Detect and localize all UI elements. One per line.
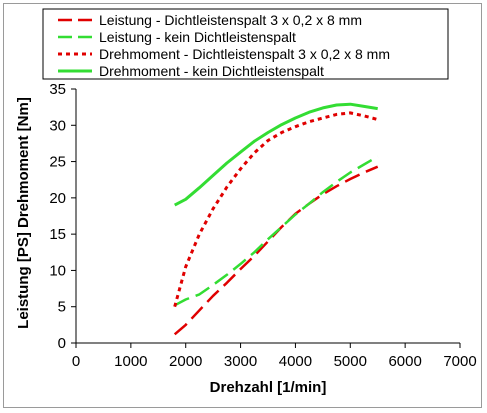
x-tick-label: 3000	[224, 353, 257, 370]
y-tick-label: 20	[49, 190, 66, 207]
plot-lines	[173, 102, 379, 336]
legend: Leistung - Dichtleistenspalt 3 x 0,2 x 8…	[42, 8, 449, 80]
y-tick-label: 5	[58, 299, 66, 316]
legend-label-4: Drehmoment - kein Dichtleistenspalt	[99, 63, 324, 79]
x-tick-label: 2000	[169, 353, 202, 370]
y-tick-label: 35	[49, 81, 66, 98]
series-line-2	[174, 155, 379, 307]
legend-box	[42, 8, 449, 80]
y-tick-label: 25	[49, 154, 66, 171]
y-axis-label: Leistung [PS] Drehmoment [Nm]	[15, 97, 32, 329]
y-tick-label: 15	[49, 226, 66, 243]
ticks: 0 1000 2000 3000 4000 5000 6000 7000 0 5 10 15 20 25 3…	[49, 81, 476, 370]
x-tick-label: 0	[72, 353, 80, 370]
legend-label-3: Drehmoment - Dichtleistenspalt 3 x 0,2 x…	[99, 46, 390, 62]
x-axis-label: Drehzahl [1/min]	[210, 379, 327, 396]
series-line-3	[173, 111, 379, 308]
axes	[75, 89, 460, 344]
legend-label-2: Leistung - kein Dichtleistenspalt	[99, 29, 296, 45]
x-tick-label: 5000	[334, 353, 367, 370]
y-tick-label: 30	[49, 117, 66, 134]
x-tick-label: 7000	[443, 353, 476, 370]
x-tick-label: 1000	[114, 353, 147, 370]
y-tick-label: 0	[58, 335, 66, 352]
legend-label-1: Leistung - Dichtleistenspalt 3 x 0,2 x 8…	[99, 12, 362, 28]
series-line-1	[173, 165, 379, 336]
series-line-4	[174, 102, 378, 207]
x-tick-label: 6000	[388, 353, 421, 370]
x-tick-label: 4000	[279, 353, 312, 370]
y-tick-label: 10	[49, 262, 66, 279]
